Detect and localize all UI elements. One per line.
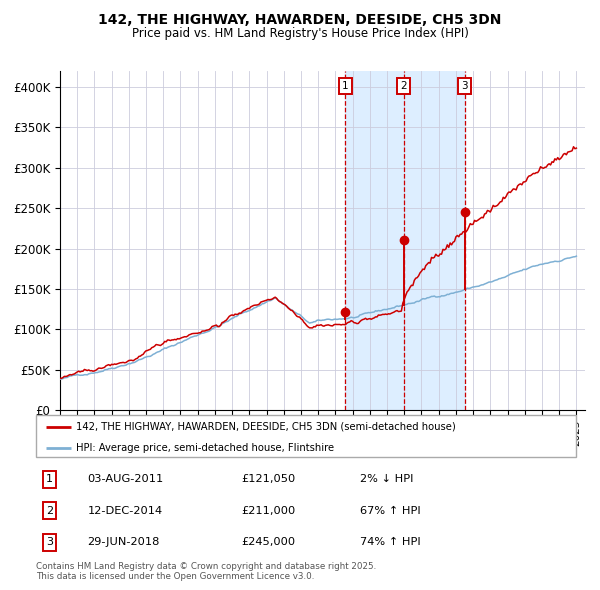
Text: £211,000: £211,000 — [241, 506, 295, 516]
Text: 29-JUN-2018: 29-JUN-2018 — [88, 537, 160, 548]
Text: £121,050: £121,050 — [241, 474, 295, 484]
Text: 3: 3 — [461, 81, 468, 91]
Text: 3: 3 — [46, 537, 53, 548]
Text: Contains HM Land Registry data © Crown copyright and database right 2025.
This d: Contains HM Land Registry data © Crown c… — [36, 562, 376, 581]
Text: 142, THE HIGHWAY, HAWARDEN, DEESIDE, CH5 3DN: 142, THE HIGHWAY, HAWARDEN, DEESIDE, CH5… — [98, 13, 502, 27]
Text: 142, THE HIGHWAY, HAWARDEN, DEESIDE, CH5 3DN (semi-detached house): 142, THE HIGHWAY, HAWARDEN, DEESIDE, CH5… — [77, 422, 456, 432]
Text: 74% ↑ HPI: 74% ↑ HPI — [360, 537, 421, 548]
Text: 03-AUG-2011: 03-AUG-2011 — [88, 474, 164, 484]
Text: 1: 1 — [342, 81, 349, 91]
Text: 2: 2 — [46, 506, 53, 516]
Text: 2: 2 — [400, 81, 407, 91]
Text: 12-DEC-2014: 12-DEC-2014 — [88, 506, 163, 516]
Text: HPI: Average price, semi-detached house, Flintshire: HPI: Average price, semi-detached house,… — [77, 443, 335, 453]
Text: 67% ↑ HPI: 67% ↑ HPI — [360, 506, 421, 516]
Bar — [346, 71, 464, 410]
FancyBboxPatch shape — [36, 415, 576, 457]
Text: Price paid vs. HM Land Registry's House Price Index (HPI): Price paid vs. HM Land Registry's House … — [131, 27, 469, 40]
Text: 1: 1 — [46, 474, 53, 484]
Text: 2% ↓ HPI: 2% ↓ HPI — [360, 474, 413, 484]
Text: £245,000: £245,000 — [241, 537, 295, 548]
